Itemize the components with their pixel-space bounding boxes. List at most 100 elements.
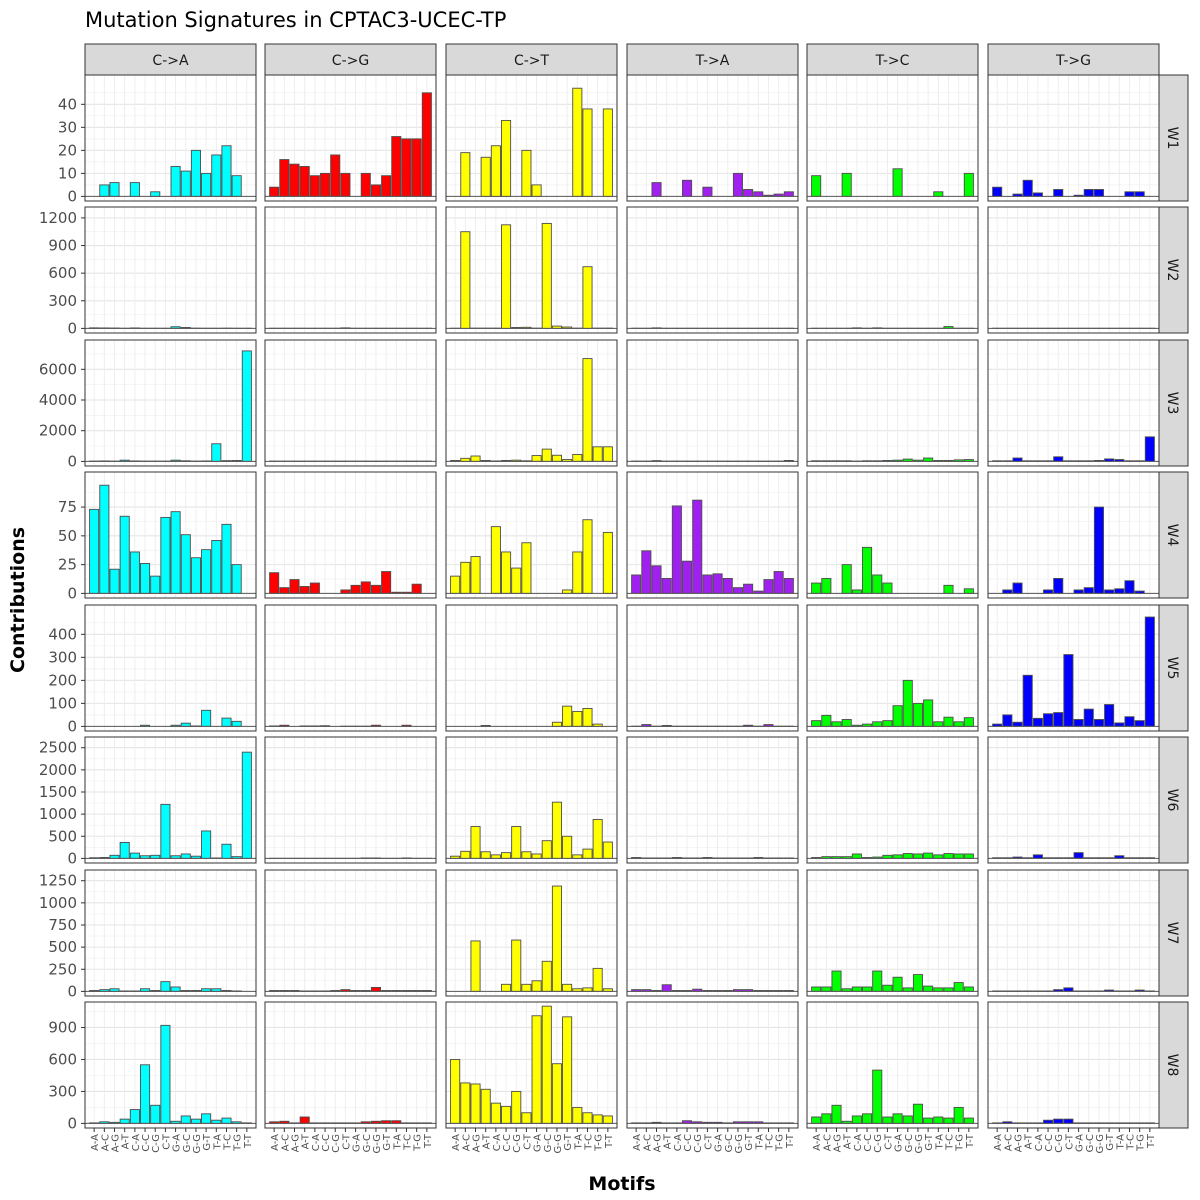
- bar: [851, 589, 862, 594]
- panel-background: [988, 1002, 1159, 1128]
- y-tick-label: 0: [67, 319, 77, 337]
- y-tick-label: 600: [48, 1050, 77, 1068]
- x-tick-label: C-T: [883, 1133, 894, 1150]
- x-tick-label: C-C: [502, 1134, 513, 1152]
- panel-border: [445, 471, 618, 599]
- panel-border: [806, 1001, 979, 1129]
- bar: [480, 156, 491, 197]
- bar: [470, 1083, 481, 1124]
- bar: [1144, 436, 1155, 462]
- panel-border: [84, 339, 257, 467]
- x-tick-label: T-G: [233, 1134, 244, 1152]
- facet-panel: [445, 471, 618, 599]
- facet-panel: [84, 206, 257, 334]
- panel-background: [627, 207, 798, 333]
- bar: [592, 967, 603, 992]
- bar: [1032, 192, 1043, 197]
- bar: [582, 848, 593, 859]
- x-tick-label: G-T: [382, 1133, 393, 1150]
- bar: [651, 182, 662, 197]
- bar: [1104, 704, 1115, 727]
- x-tick-label: G-T: [924, 1133, 935, 1150]
- panel-background: [265, 737, 436, 863]
- facet-panel: [84, 604, 257, 732]
- facet-panel: [626, 471, 799, 599]
- bar: [582, 707, 593, 727]
- panel-background: [807, 207, 978, 333]
- bar: [1012, 721, 1023, 727]
- bar: [992, 186, 1003, 197]
- row-strip: [1157, 339, 1189, 467]
- bar: [201, 549, 212, 594]
- bar: [1093, 189, 1104, 197]
- bar: [1073, 719, 1084, 727]
- bar: [320, 172, 331, 197]
- bar: [160, 516, 171, 594]
- column-strip: [626, 43, 799, 76]
- bar: [501, 551, 512, 594]
- bar: [1063, 1118, 1074, 1124]
- panel-border: [987, 736, 1160, 864]
- bar: [470, 826, 481, 859]
- x-tick-label: G-G: [372, 1134, 383, 1153]
- x-tick-label: A-T: [301, 1133, 312, 1149]
- panel-border: [445, 339, 618, 467]
- bar: [682, 560, 693, 594]
- panel-border: [626, 736, 799, 864]
- bar: [140, 563, 151, 594]
- bar: [211, 443, 222, 462]
- bar: [1002, 589, 1013, 594]
- panel-background: [627, 870, 798, 996]
- x-tick-label: T-C: [764, 1134, 775, 1151]
- bar: [129, 182, 140, 197]
- bar: [572, 551, 583, 594]
- x-tick-label: G-T: [202, 1133, 213, 1150]
- bar: [933, 987, 944, 992]
- y-tick-label: 0: [67, 982, 77, 1000]
- y-tick-label: 0: [67, 1114, 77, 1132]
- panel-border: [987, 74, 1160, 202]
- bar: [1093, 506, 1104, 594]
- bar: [722, 577, 733, 594]
- column-strip-label: T->G: [1055, 53, 1091, 69]
- panel-background: [265, 1002, 436, 1128]
- row-strip: [1157, 736, 1189, 864]
- bar: [831, 1104, 842, 1124]
- bar: [119, 1118, 130, 1124]
- bar: [299, 586, 310, 594]
- facet-panel: [987, 206, 1160, 334]
- bar: [912, 974, 923, 992]
- bar: [279, 587, 290, 594]
- bar: [1134, 720, 1145, 727]
- bar: [201, 709, 212, 727]
- panel-border: [626, 74, 799, 202]
- bar: [763, 579, 774, 594]
- bar: [221, 523, 232, 594]
- bar: [511, 826, 522, 859]
- bar: [1053, 577, 1064, 594]
- bar: [541, 840, 552, 859]
- bar: [811, 582, 822, 594]
- panel-border: [626, 471, 799, 599]
- panel-border: [84, 869, 257, 997]
- facet-panel: [445, 74, 618, 202]
- x-tick-label: A-A: [993, 1134, 1004, 1151]
- facet-panel: [84, 1001, 257, 1129]
- row-strip-label: W3: [1164, 392, 1180, 415]
- facet-panel: [445, 206, 618, 334]
- facet-panel: [264, 1001, 437, 1129]
- panel-background: [85, 207, 256, 333]
- bar: [743, 189, 754, 197]
- row-strip-label: W7: [1164, 922, 1180, 945]
- bar: [269, 186, 280, 197]
- panel-border: [84, 74, 257, 202]
- bar: [1073, 589, 1084, 594]
- bar: [370, 584, 381, 594]
- bar: [1053, 712, 1064, 727]
- y-tick-label: 6000: [39, 360, 77, 378]
- column-strip: [84, 43, 257, 76]
- x-tick-label: A-C: [280, 1134, 291, 1151]
- panel-border: [987, 206, 1160, 334]
- bar: [562, 983, 573, 992]
